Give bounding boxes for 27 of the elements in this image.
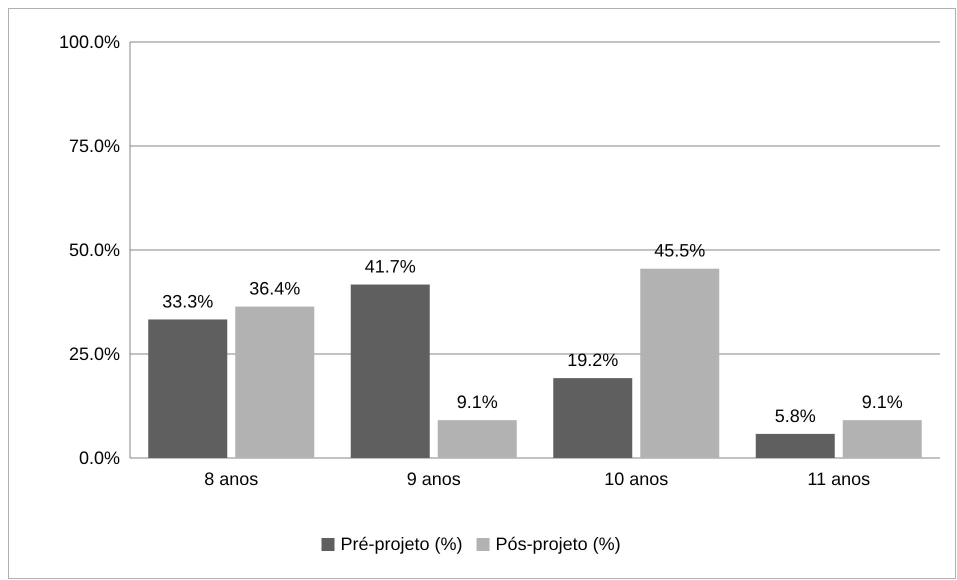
data-label: 33.3% <box>162 291 214 312</box>
bar <box>148 319 228 458</box>
data-label: 45.5% <box>654 240 706 261</box>
y-tick-label: 75.0% <box>68 136 120 156</box>
x-tick-label: 8 anos <box>204 468 258 489</box>
data-label: 9.1% <box>862 392 903 412</box>
y-tick-label: 25.0% <box>68 344 120 364</box>
y-tick-label: 50.0% <box>68 240 120 260</box>
bar <box>842 420 922 458</box>
data-label: 19.2% <box>567 350 618 370</box>
bar <box>640 268 720 458</box>
bar <box>350 284 430 458</box>
legend-label: Pós-projeto (%) <box>496 534 621 554</box>
bar <box>553 378 632 458</box>
data-label: 5.8% <box>774 406 816 426</box>
x-tick-label: 11 anos <box>807 468 870 489</box>
data-label: 41.7% <box>364 256 416 277</box>
data-label: 9.1% <box>456 392 498 412</box>
legend-label: Pré-projeto (%) <box>340 534 463 554</box>
y-tick-label: 100.0% <box>58 32 120 52</box>
y-tick-label: 0.0% <box>78 448 120 468</box>
bar <box>235 306 314 458</box>
x-tick-label: 9 anos <box>406 468 461 489</box>
x-tick-label: 10 anos <box>604 468 668 489</box>
bar <box>756 434 835 458</box>
bar <box>438 420 517 458</box>
data-label: 36.4% <box>249 278 300 299</box>
